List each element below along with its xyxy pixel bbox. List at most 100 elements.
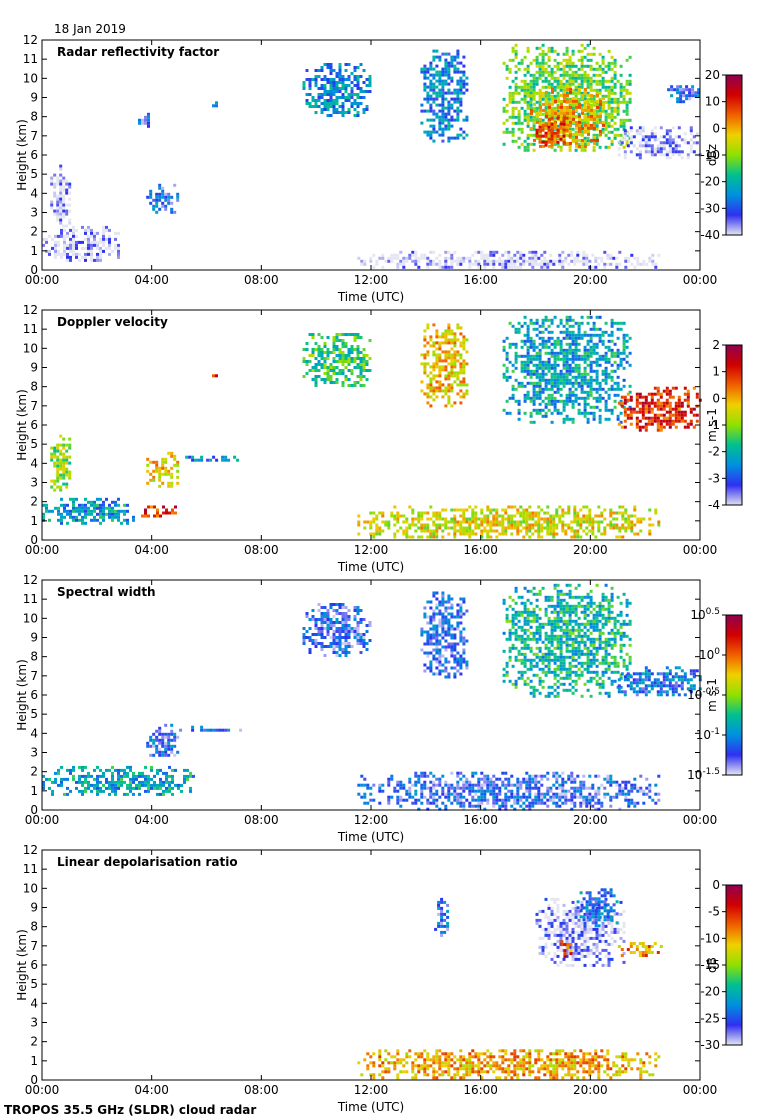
- echo-region-9: [502, 315, 632, 424]
- echo-cell: [562, 402, 566, 406]
- echo-cell: [529, 73, 533, 77]
- echo-cell: [65, 209, 69, 213]
- echo-cell: [586, 43, 590, 47]
- echo-cell: [697, 88, 701, 92]
- echo-cell: [117, 783, 120, 787]
- echo-cell: [543, 250, 547, 254]
- echo-cell: [535, 58, 539, 62]
- echo-cell: [590, 108, 593, 112]
- echo-cell: [444, 67, 448, 71]
- echo-cell: [529, 318, 533, 322]
- echo-cell: [323, 63, 327, 66]
- echo-cell: [62, 188, 66, 192]
- echo-cell: [644, 428, 648, 432]
- echo-cell: [353, 66, 357, 69]
- echo-cell: [604, 357, 608, 361]
- echo-cell: [57, 509, 60, 513]
- echo-cell: [164, 732, 168, 736]
- echo-cell: [344, 69, 348, 72]
- echo-cell: [656, 144, 660, 148]
- echo-cell: [462, 511, 466, 515]
- echo-cell: [129, 783, 132, 787]
- echo-cell: [158, 732, 162, 736]
- echo-cell: [114, 500, 117, 504]
- echo-cell: [350, 360, 354, 363]
- echo-cell: [613, 405, 617, 409]
- echo-cell: [511, 115, 515, 119]
- echo-cell: [459, 326, 463, 330]
- echo-cell: [559, 73, 563, 77]
- echo-cell: [544, 61, 548, 65]
- echo-cell: [604, 345, 608, 349]
- echo-cell: [489, 262, 493, 266]
- echo-cell: [589, 366, 593, 370]
- echo-cell: [450, 253, 454, 257]
- echo-cell: [607, 115, 611, 119]
- echo-cell: [492, 265, 496, 269]
- echo-cell: [65, 455, 69, 459]
- echo-cell: [688, 94, 692, 98]
- echo-cell: [510, 532, 514, 536]
- echo-cell: [535, 46, 539, 50]
- echo-cell: [621, 523, 625, 527]
- echo-cell: [625, 345, 629, 349]
- echo-cell: [520, 121, 524, 125]
- echo-cell: [435, 526, 439, 530]
- echo-cell: [438, 374, 442, 378]
- echo-cell: [561, 508, 565, 512]
- echo-cell: [317, 87, 321, 90]
- echo-cell: [665, 422, 669, 426]
- echo-cell: [650, 422, 654, 426]
- echo-cell: [653, 132, 657, 136]
- echo-cell: [447, 118, 451, 122]
- echo-cell: [571, 64, 575, 68]
- echo-cell: [523, 67, 527, 71]
- echo-cell: [162, 505, 165, 509]
- echo-cell: [531, 262, 535, 266]
- echo-cell: [60, 497, 63, 501]
- echo-cell: [173, 454, 177, 458]
- echo-cell: [674, 401, 678, 405]
- echo-cell: [450, 55, 454, 59]
- echo-cell: [483, 526, 487, 530]
- echo-cell: [329, 96, 333, 99]
- echo-cell: [607, 64, 611, 68]
- echo-cell: [444, 508, 448, 512]
- echo-cell: [132, 792, 135, 796]
- echo-cell: [435, 73, 439, 77]
- echo-cell: [480, 523, 484, 527]
- echo-region-3: [50, 434, 72, 492]
- echo-cell: [507, 265, 511, 269]
- echo-cell: [429, 505, 433, 509]
- echo-cell: [562, 354, 566, 358]
- echo-cell: [123, 774, 126, 778]
- echo-cell: [369, 511, 373, 515]
- echo-cell: [578, 126, 581, 130]
- echo-cell: [45, 237, 48, 241]
- echo-cell: [224, 728, 228, 732]
- echo-cell: [574, 148, 578, 152]
- echo-cell: [623, 419, 627, 423]
- echo-cell: [356, 381, 360, 384]
- echo-cell: [96, 503, 99, 507]
- echo-cell: [641, 407, 645, 411]
- echo-cell: [164, 472, 168, 476]
- echo-cell: [495, 535, 499, 539]
- echo-cell: [356, 93, 360, 96]
- echo-cell: [338, 603, 342, 606]
- echo-cell: [362, 384, 366, 387]
- echo-cell: [541, 121, 545, 125]
- echo-cell: [170, 732, 174, 736]
- echo-cell: [629, 150, 633, 154]
- echo-cell: [613, 100, 617, 104]
- echo-cell: [583, 55, 587, 59]
- echo-cell: [625, 354, 629, 358]
- echo-cell: [556, 64, 560, 68]
- echo-cell: [305, 99, 309, 102]
- echo-cell: [602, 123, 605, 127]
- echo-cell: [90, 246, 93, 250]
- echo-cell: [613, 136, 617, 140]
- echo-cell: [420, 529, 424, 533]
- echo-cell: [444, 374, 448, 378]
- echo-cell: [606, 262, 610, 266]
